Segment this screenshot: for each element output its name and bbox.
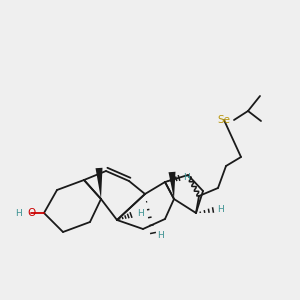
Text: Se: Se bbox=[218, 115, 230, 125]
Text: H: H bbox=[217, 206, 224, 214]
Text: H: H bbox=[183, 172, 190, 182]
Text: O: O bbox=[27, 208, 35, 218]
Text: H: H bbox=[137, 209, 144, 218]
Text: H: H bbox=[157, 230, 164, 239]
Polygon shape bbox=[169, 172, 176, 199]
Polygon shape bbox=[95, 168, 103, 199]
Text: H: H bbox=[15, 208, 22, 217]
